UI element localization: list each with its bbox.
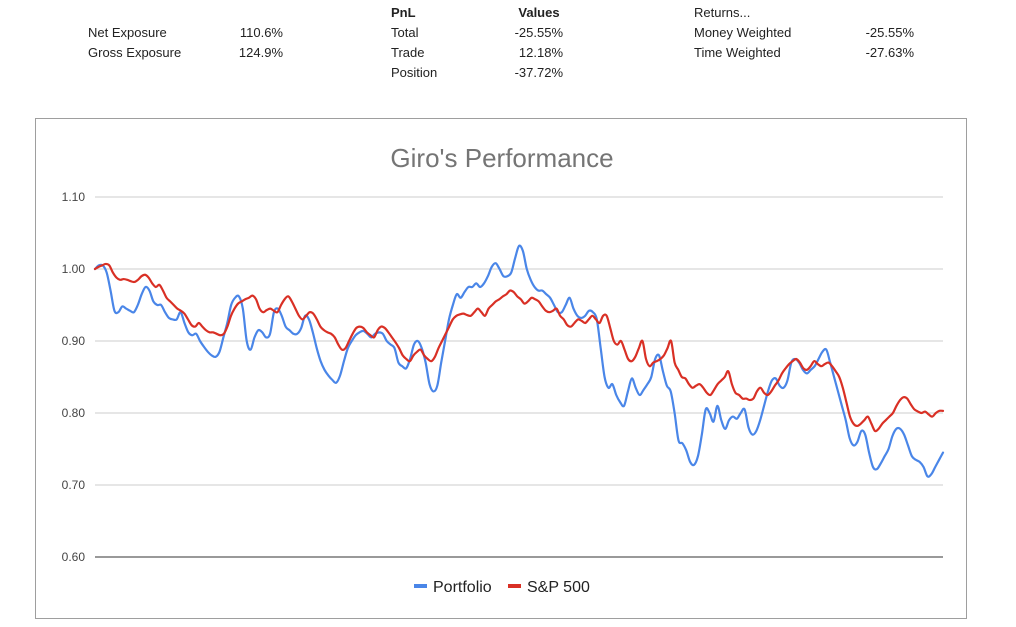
pnl-trade-value[interactable]: 12.18% <box>518 45 563 60</box>
chart-canvas: Giro's Performance 0.60 0.70 0.80 0.90 1.00 1… <box>62 143 945 596</box>
legend-label: Portfolio <box>433 579 492 596</box>
pnl-trade-label[interactable]: Trade <box>391 45 425 60</box>
series-lines <box>93 244 945 478</box>
y-tick-label: 0.60 <box>62 550 86 564</box>
gridlines <box>95 196 943 558</box>
y-tick-label: 1.10 <box>62 190 86 204</box>
net-exposure-label[interactable]: Net Exposure <box>88 25 167 40</box>
values-header[interactable]: Values <box>518 5 560 20</box>
time-weighted-value[interactable]: -27.63% <box>865 45 914 60</box>
legend-swatch <box>414 584 427 588</box>
series-line-s-p-500 <box>93 262 945 433</box>
legend-swatch <box>508 584 521 588</box>
legend: Portfolio S&P 500 <box>414 579 590 596</box>
pnl-total-label[interactable]: Total <box>391 25 419 40</box>
performance-chart[interactable]: Giro's Performance 0.60 0.70 0.80 0.90 1.00 1… <box>35 118 967 619</box>
time-weighted-label[interactable]: Time Weighted <box>694 45 781 60</box>
pnl-header[interactable]: PnL <box>391 5 416 20</box>
gross-exposure-value[interactable]: 124.9% <box>238 45 283 60</box>
money-weighted-label[interactable]: Money Weighted <box>694 25 792 40</box>
y-tick-label: 0.70 <box>62 478 86 492</box>
y-tick-label: 0.80 <box>62 406 86 420</box>
y-axis-ticks: 0.60 0.70 0.80 0.90 1.00 1.10 <box>62 190 86 564</box>
net-exposure-value[interactable]: 110.6% <box>239 25 283 40</box>
money-weighted-value[interactable]: -25.55% <box>865 25 914 40</box>
pnl-position-value[interactable]: -37.72% <box>514 65 563 80</box>
y-tick-label: 1.00 <box>62 262 86 276</box>
pnl-total-value[interactable]: -25.55% <box>514 25 563 40</box>
returns-header[interactable]: Returns... <box>694 5 751 20</box>
y-tick-label: 0.90 <box>62 334 86 348</box>
chart-title: Giro's Performance <box>390 143 613 173</box>
legend-label: S&P 500 <box>527 579 590 596</box>
gross-exposure-label[interactable]: Gross Exposure <box>88 45 182 60</box>
pnl-position-label[interactable]: Position <box>391 65 438 80</box>
